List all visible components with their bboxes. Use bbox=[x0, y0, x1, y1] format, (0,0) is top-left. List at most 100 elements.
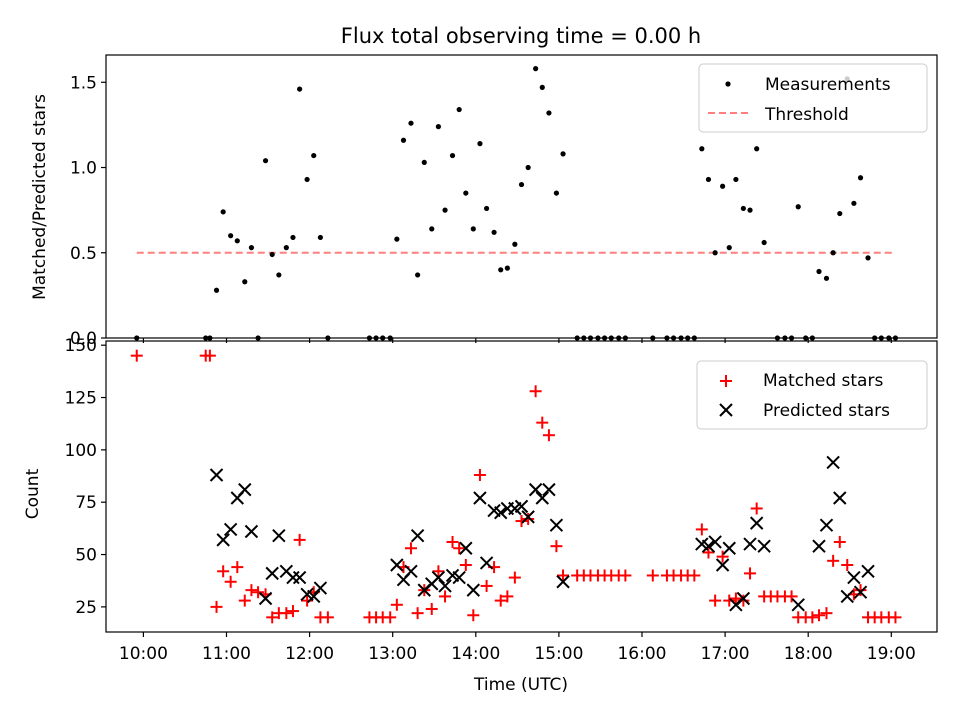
predicted-star-point bbox=[847, 570, 861, 585]
predicted-star-point bbox=[410, 528, 425, 543]
matched-star-point bbox=[529, 385, 542, 398]
measurement-point bbox=[539, 84, 545, 90]
matched-star-point bbox=[812, 609, 825, 622]
matched-star-point bbox=[833, 535, 846, 548]
matched-star-point bbox=[459, 559, 472, 572]
legend-matched-marker bbox=[720, 375, 732, 387]
measurement-point bbox=[747, 207, 753, 213]
measurement-point bbox=[705, 176, 712, 183]
measurement-point bbox=[421, 159, 427, 166]
predicted-star-point bbox=[819, 518, 834, 532]
predicted-star-point bbox=[791, 598, 805, 612]
measurement-point bbox=[408, 120, 414, 126]
measurement-point bbox=[449, 152, 456, 159]
predicted-star-point bbox=[466, 583, 481, 597]
measurement-point bbox=[262, 158, 269, 164]
predicted-star-point bbox=[459, 541, 473, 555]
matched-star-point bbox=[301, 594, 314, 607]
matched-star-point bbox=[439, 590, 452, 603]
measurement-point bbox=[456, 106, 462, 113]
measurement-point bbox=[533, 66, 539, 72]
measurement-point bbox=[435, 124, 441, 130]
matched-star-point bbox=[508, 571, 521, 584]
matched-star-point bbox=[744, 567, 757, 580]
matched-star-point bbox=[619, 569, 632, 582]
top-y-axis-label: Matched/Predicted stars bbox=[30, 94, 50, 300]
measurement-point bbox=[837, 210, 843, 217]
matched-star-point bbox=[806, 611, 819, 624]
predicted-star-point bbox=[556, 575, 570, 589]
measurement-point bbox=[795, 204, 801, 210]
x-tick-label: 15:00 bbox=[534, 644, 583, 664]
predicted-star-point bbox=[542, 482, 556, 497]
predicted-star-point bbox=[743, 537, 757, 551]
measurement-point bbox=[754, 146, 760, 152]
matched-star-point bbox=[293, 533, 306, 546]
measurement-point bbox=[394, 236, 400, 242]
measurement-point bbox=[851, 200, 857, 206]
measurement-point bbox=[726, 245, 732, 251]
matched-star-point bbox=[515, 515, 528, 528]
matched-star-point bbox=[224, 575, 237, 588]
legend-frame bbox=[696, 360, 928, 430]
predicted-star-point bbox=[833, 491, 847, 505]
predicted-star-point bbox=[404, 564, 418, 578]
measurement-point bbox=[720, 183, 726, 189]
predicted-star-point bbox=[390, 558, 404, 572]
measurement-point bbox=[248, 245, 255, 251]
predicted-star-point bbox=[216, 533, 230, 547]
matched-star-point bbox=[550, 540, 563, 553]
x-tick-label: 19:00 bbox=[867, 644, 916, 664]
matched-star-point bbox=[425, 602, 438, 615]
matched-star-point bbox=[217, 565, 230, 578]
matched-star-point bbox=[266, 611, 279, 624]
matched-star-point bbox=[245, 584, 258, 597]
measurement-point bbox=[865, 255, 871, 261]
x-tick-label: 16:00 bbox=[617, 644, 666, 664]
predicted-star-point bbox=[853, 585, 868, 599]
bottom-legend: Matched stars Predicted stars bbox=[696, 360, 928, 430]
matched-star-point bbox=[536, 416, 549, 429]
y-tick-label: 75 bbox=[75, 493, 97, 513]
bottom-plot-area: 25 50 75 100 125 150 10:00 11:00 12:00 13:00 14:00… bbox=[65, 336, 938, 664]
matched-star-point bbox=[453, 542, 466, 555]
matched-star-point bbox=[785, 590, 798, 603]
predicted-star-point bbox=[265, 566, 279, 581]
legend-predicted-marker bbox=[719, 403, 733, 417]
matched-star-point bbox=[238, 594, 251, 607]
measurement-point bbox=[733, 176, 739, 183]
measurement-point bbox=[290, 234, 296, 241]
measurement-point bbox=[546, 110, 552, 116]
legend-matched-label: Matched stars bbox=[763, 371, 883, 391]
predicted-star-point bbox=[826, 455, 840, 470]
y-tick-label: 50 bbox=[75, 546, 97, 566]
measurement-point bbox=[228, 233, 234, 239]
y-tick-label: 100 bbox=[65, 441, 97, 461]
matched-star-point bbox=[889, 611, 902, 624]
predicted-star-point bbox=[757, 539, 771, 553]
x-tick-label: 13:00 bbox=[368, 644, 417, 664]
matched-star-point bbox=[432, 565, 445, 578]
y-tick-label: 0.0 bbox=[70, 329, 97, 349]
predicted-star-point bbox=[521, 510, 535, 524]
measurement-point bbox=[283, 245, 289, 251]
measurement-point bbox=[470, 226, 476, 232]
predicted-star-point bbox=[307, 589, 321, 604]
top-plot-area: 0.0 0.5 1.0 1.5 bbox=[70, 54, 938, 349]
legend-threshold-label: Threshold bbox=[764, 105, 849, 125]
matched-star-point bbox=[411, 607, 424, 620]
matched-star-point bbox=[203, 349, 216, 362]
matched-star-point bbox=[702, 546, 715, 559]
measurement-point bbox=[504, 265, 510, 271]
legend-measurements-marker bbox=[725, 81, 731, 87]
legend-predicted-label: Predicted stars bbox=[763, 401, 890, 421]
matched-star-point bbox=[542, 429, 555, 442]
predicted-star-point bbox=[840, 589, 854, 604]
matched-star-point bbox=[404, 542, 417, 555]
x-tick-label: 14:00 bbox=[451, 644, 500, 664]
predicted-star-point bbox=[494, 505, 508, 520]
measurement-point bbox=[816, 268, 822, 275]
matched-star-point bbox=[286, 605, 299, 618]
matched-star-point bbox=[467, 609, 480, 622]
